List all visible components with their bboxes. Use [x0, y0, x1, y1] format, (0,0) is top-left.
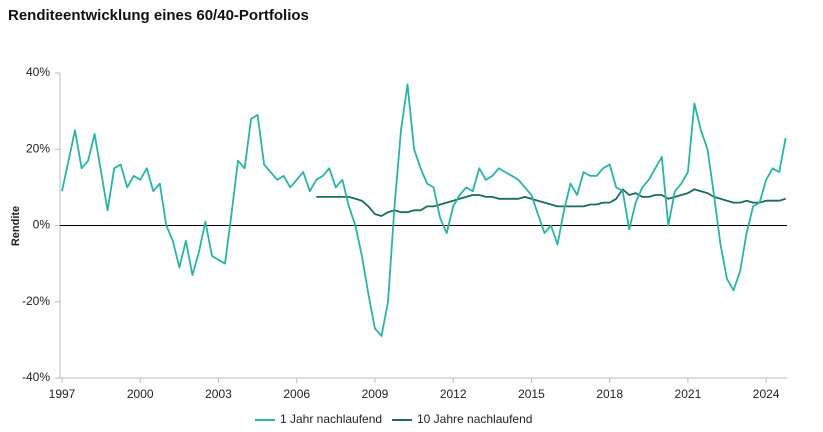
x-tick-label: 1997	[49, 387, 76, 401]
series-line	[61, 83, 787, 337]
legend-label: 10 Jahre nachlaufend	[417, 412, 532, 426]
x-tick-label: 2009	[362, 387, 389, 401]
x-tick-label: 2012	[440, 387, 467, 401]
y-tick-label: -40%	[22, 370, 50, 384]
x-tick-label: 2006	[283, 387, 310, 401]
x-tick-label: 2015	[518, 387, 545, 401]
x-tick-label: 2021	[675, 387, 702, 401]
x-tick-label: 2000	[127, 387, 154, 401]
y-axis-label: Rendite	[10, 206, 22, 246]
y-tick-label: -20%	[22, 294, 50, 308]
x-tick-label: 2003	[205, 387, 232, 401]
x-tick-label: 2024	[753, 387, 780, 401]
y-tick-label: 20%	[26, 141, 50, 155]
legend-label: 1 Jahr nachlaufend	[280, 412, 382, 426]
chart-title: Renditeentwicklung eines 60/40-Portfolio…	[8, 7, 309, 24]
y-tick-label: 40%	[26, 65, 50, 79]
x-tick-label: 2018	[596, 387, 623, 401]
y-tick-label: 0%	[33, 218, 51, 232]
